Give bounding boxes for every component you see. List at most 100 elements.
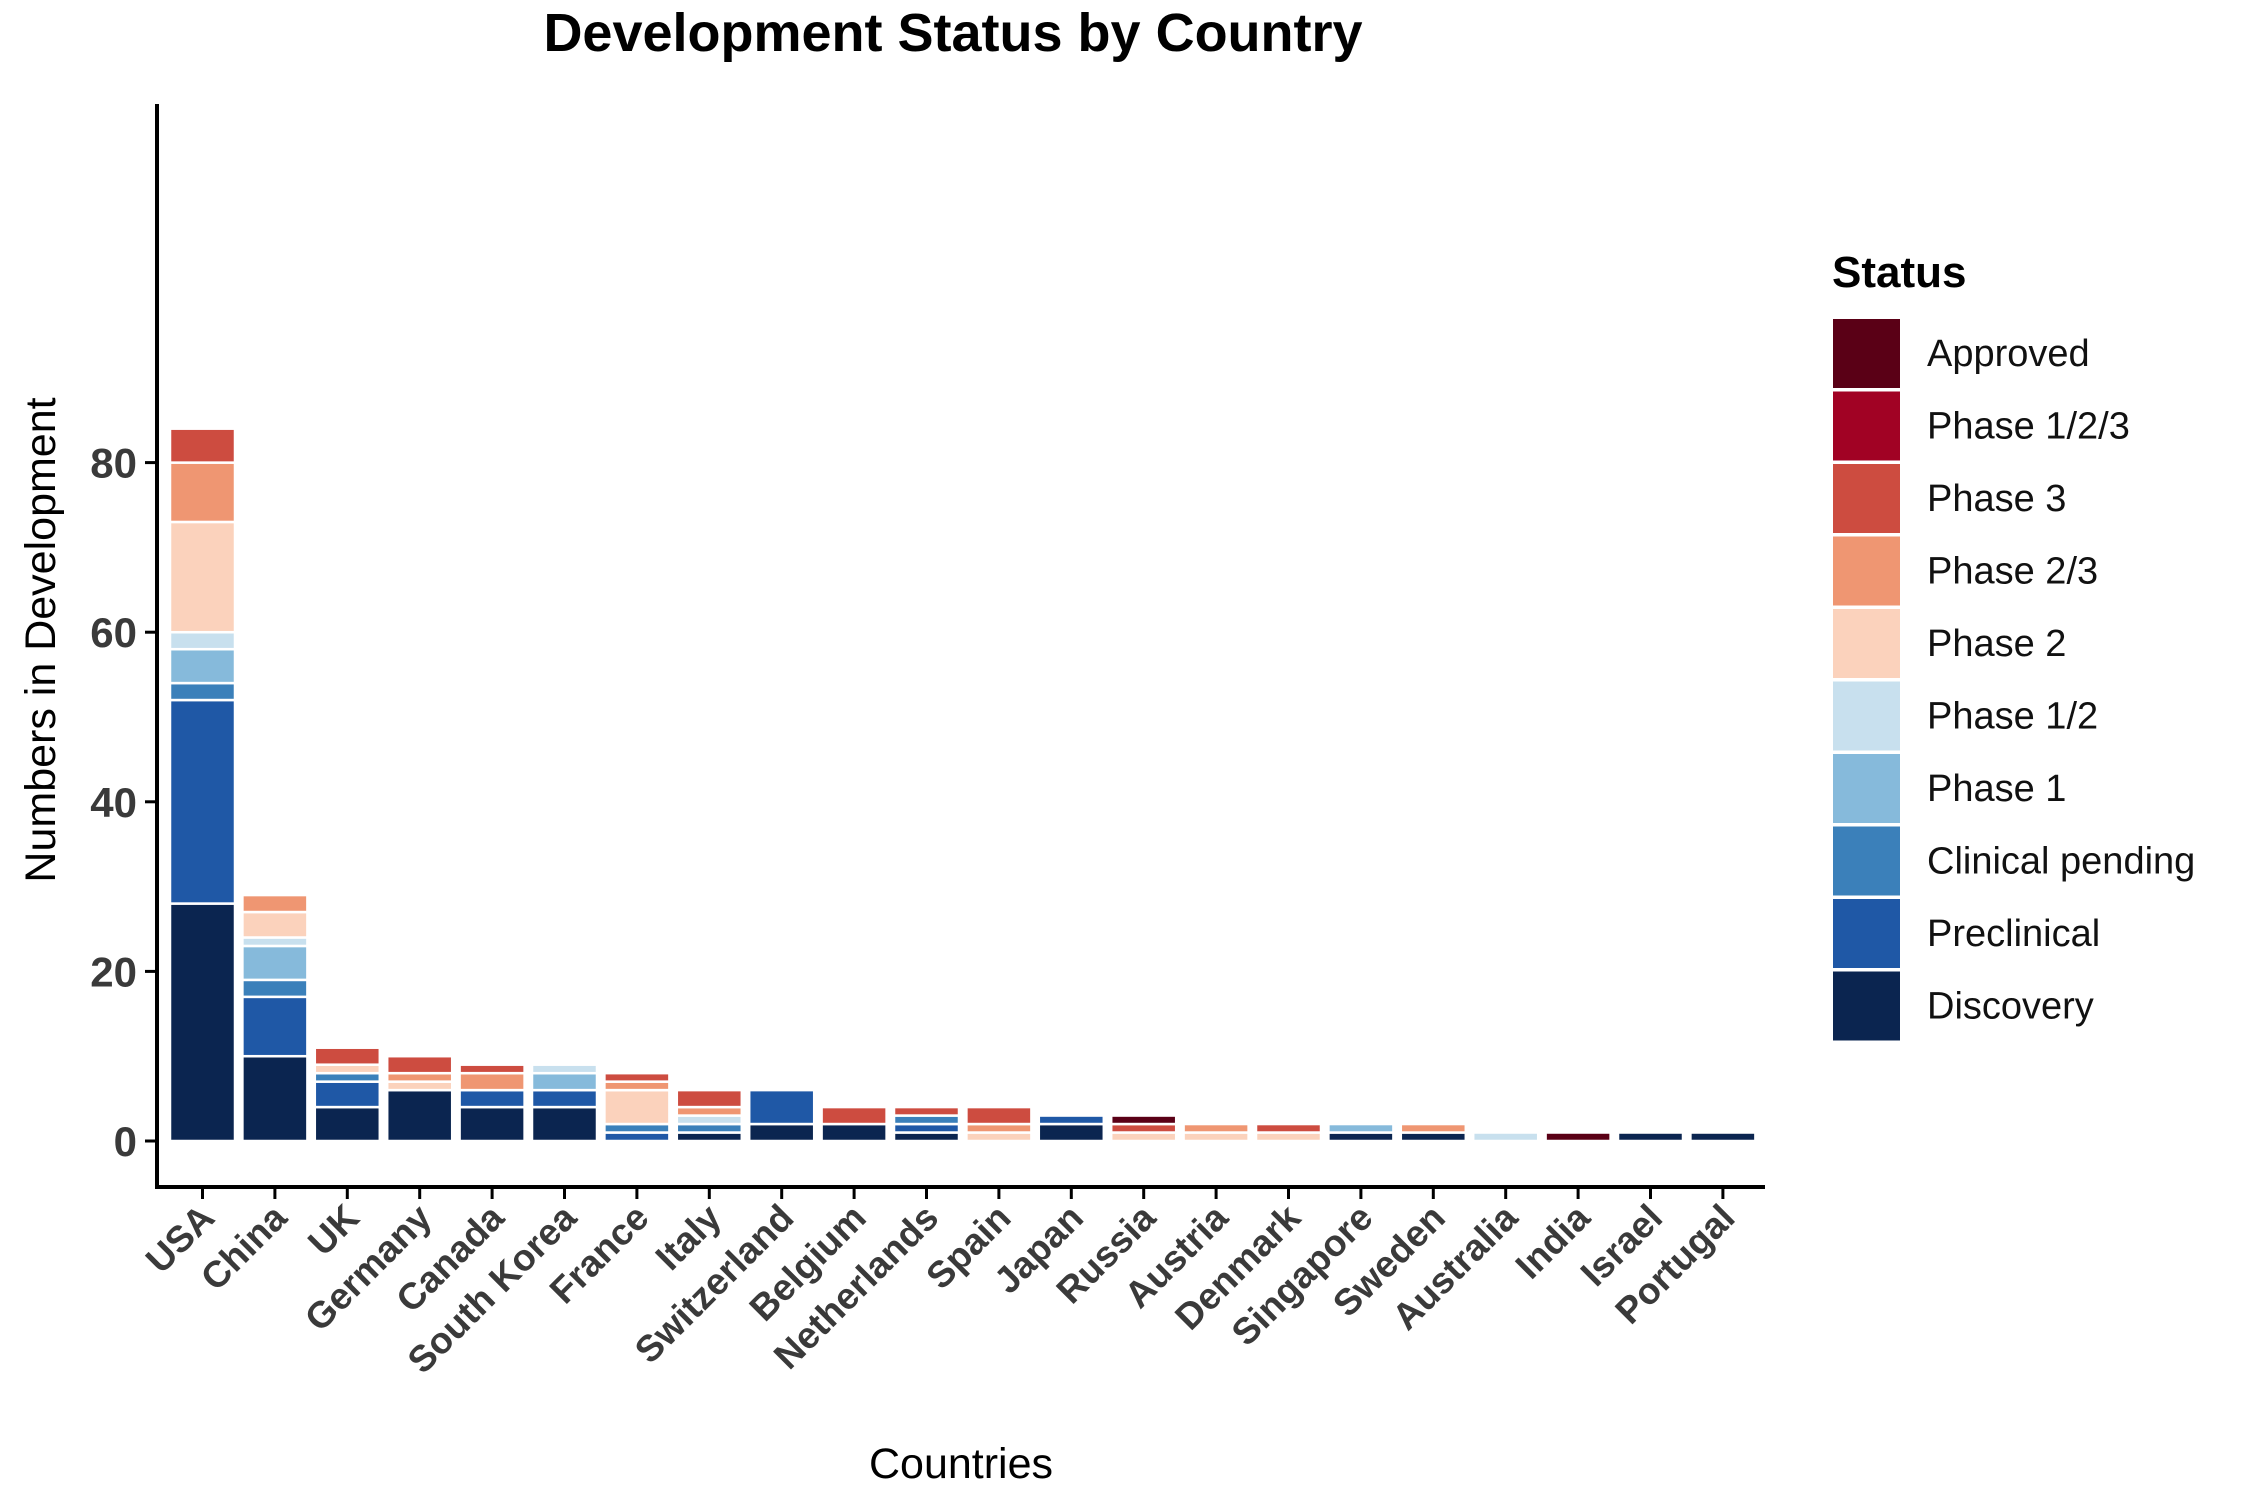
legend-label-discovery: Discovery bbox=[1927, 986, 2094, 1028]
bar-segment-china-discovery bbox=[241, 1054, 309, 1143]
bar-segment-germany-phase-2-3 bbox=[385, 1071, 454, 1083]
y-tick-label: 80 bbox=[90, 440, 137, 487]
legend-label-preclinical: Preclinical bbox=[1927, 913, 2100, 955]
legend-swatch-phase-2 bbox=[1833, 609, 1900, 678]
bar-segment-austria-phase-2-3 bbox=[1182, 1122, 1250, 1134]
y-axis-label: Numbers in Development bbox=[17, 397, 65, 882]
bar-segment-belgium-discovery bbox=[820, 1122, 888, 1143]
legend-swatch-discovery bbox=[1833, 971, 1900, 1041]
bar-segment-usa-phase-3 bbox=[168, 427, 237, 464]
bar-segment-uk-discovery bbox=[313, 1105, 382, 1143]
bar-segment-spain-phase-2 bbox=[965, 1131, 1033, 1143]
bar-segment-italy-clinical-pending bbox=[675, 1122, 744, 1134]
x-tick-label-china: China bbox=[193, 1196, 295, 1298]
bar-segment-china-preclinical bbox=[241, 995, 309, 1058]
bar-segment-denmark-phase-2 bbox=[1254, 1131, 1323, 1143]
bar-segment-canada-discovery bbox=[458, 1105, 526, 1143]
bar-segment-sweden-discovery bbox=[1399, 1131, 1468, 1143]
bar-segment-france-phase-3 bbox=[603, 1071, 671, 1083]
bar-segment-canada-phase-2-3 bbox=[458, 1071, 526, 1092]
bar-segment-china-phase-2 bbox=[241, 910, 309, 939]
legend-swatch-phase-3 bbox=[1833, 464, 1900, 533]
x-axis-label: Countries bbox=[869, 1440, 1053, 1488]
bar-segment-south-korea-phase-1-2 bbox=[530, 1063, 599, 1075]
bar-segment-usa-phase-2 bbox=[168, 520, 237, 634]
bar-segment-netherlands-preclinical bbox=[892, 1122, 961, 1134]
bar-segment-france-phase-2-3 bbox=[603, 1080, 671, 1092]
y-tick-label: 40 bbox=[90, 779, 137, 826]
legend: Status Approved Phase 1/2/3 Phase 3 Phase 2… bbox=[1832, 248, 2195, 1041]
bar-segment-russia-phase-2 bbox=[1109, 1131, 1178, 1143]
bar-segment-china-clinical-pending bbox=[241, 978, 309, 999]
bar-segment-spain-phase-3 bbox=[965, 1105, 1033, 1126]
bar-segment-singapore-discovery bbox=[1327, 1131, 1395, 1143]
legend-swatch-clinical-pending bbox=[1833, 826, 1900, 896]
legend-title: Status bbox=[1832, 248, 1966, 297]
y-tick-label: 0 bbox=[114, 1118, 137, 1165]
legend-label-clinical-pending: Clinical pending bbox=[1927, 841, 2195, 883]
bar-segment-south-korea-phase-1 bbox=[530, 1071, 599, 1092]
legend-label-phase-1: Phase 1 bbox=[1927, 768, 2066, 810]
bar-segment-singapore-phase-1 bbox=[1327, 1122, 1395, 1134]
bar-segment-south-korea-preclinical bbox=[530, 1088, 599, 1109]
bar-segment-austria-phase-2 bbox=[1182, 1131, 1250, 1143]
axes bbox=[155, 104, 1765, 1189]
bar-segment-usa-clinical-pending bbox=[168, 681, 237, 702]
bar-segment-uk-clinical-pending bbox=[313, 1071, 382, 1083]
legend-swatch-phase-1-2-3 bbox=[1833, 391, 1900, 461]
bar-segment-france-phase-2 bbox=[603, 1088, 671, 1126]
bar-segment-switzerland-preclinical bbox=[747, 1088, 816, 1126]
bar-segment-germany-phase-3 bbox=[385, 1054, 454, 1075]
bar-segment-italy-discovery bbox=[675, 1131, 744, 1143]
bar-segment-japan-preclinical bbox=[1037, 1114, 1106, 1126]
bar-segment-usa-discovery bbox=[168, 902, 237, 1143]
bar-segment-italy-phase-3 bbox=[675, 1088, 744, 1109]
bar-segment-china-phase-1 bbox=[241, 944, 309, 982]
bar-segment-israel-discovery bbox=[1616, 1131, 1685, 1143]
bar-segment-germany-phase-2 bbox=[385, 1080, 454, 1092]
bar-segment-india-approved bbox=[1544, 1131, 1612, 1143]
legend-swatch-phase-1 bbox=[1833, 754, 1900, 823]
legend-label-approved: Approved bbox=[1927, 333, 2090, 375]
legend-label-phase-1-2-3: Phase 1/2/3 bbox=[1927, 406, 2130, 448]
y-tick-label: 60 bbox=[90, 609, 137, 656]
legend-label-phase-2-3: Phase 2/3 bbox=[1927, 551, 2098, 593]
bar-segment-uk-phase-3 bbox=[313, 1046, 382, 1066]
legend-label-phase-1-2: Phase 1/2 bbox=[1927, 696, 2098, 738]
bar-segment-china-phase-1-2 bbox=[241, 936, 309, 948]
bar-segment-france-preclinical bbox=[603, 1131, 671, 1143]
bar-segment-italy-phase-1-2 bbox=[675, 1114, 744, 1126]
bar-segment-france-clinical-pending bbox=[603, 1122, 671, 1134]
bar-segment-netherlands-discovery bbox=[892, 1131, 961, 1143]
bar-segment-russia-phase-3 bbox=[1109, 1122, 1178, 1134]
bar-segment-portugal-discovery bbox=[1689, 1131, 1757, 1143]
bar-segment-switzerland-discovery bbox=[747, 1122, 816, 1143]
bar-segment-usa-phase-1 bbox=[168, 647, 237, 685]
chart-title: Development Status by Country bbox=[543, 3, 1362, 63]
bar-segment-usa-phase-2-3 bbox=[168, 461, 237, 524]
legend-swatch-phase-2-3 bbox=[1833, 536, 1900, 606]
bar-segment-australia-phase-1-2 bbox=[1471, 1131, 1540, 1143]
bar-segment-canada-phase-3 bbox=[458, 1063, 526, 1075]
bar-stacks bbox=[168, 427, 1757, 1143]
bar-segment-usa-phase-1-2 bbox=[168, 630, 237, 651]
bar-segment-china-phase-2-3 bbox=[241, 893, 309, 914]
bar-segment-russia-approved bbox=[1109, 1114, 1178, 1126]
legend-label-phase-3: Phase 3 bbox=[1927, 478, 2066, 520]
bar-segment-sweden-phase-2-3 bbox=[1399, 1122, 1468, 1134]
bar-segment-italy-phase-2-3 bbox=[675, 1105, 744, 1117]
legend-swatch-approved bbox=[1833, 319, 1900, 388]
legend-swatch-preclinical bbox=[1833, 899, 1900, 968]
bar-segment-japan-discovery bbox=[1037, 1122, 1106, 1143]
bar-segment-belgium-phase-3 bbox=[820, 1105, 888, 1126]
bar-segment-canada-preclinical bbox=[458, 1088, 526, 1109]
bar-segment-germany-discovery bbox=[385, 1088, 454, 1143]
bar-segment-netherlands-phase-3 bbox=[892, 1105, 961, 1117]
legend-label-phase-2: Phase 2 bbox=[1927, 623, 2066, 665]
bar-segment-uk-preclinical bbox=[313, 1080, 382, 1109]
bar-segment-spain-phase-2-3 bbox=[965, 1122, 1033, 1134]
bar-segment-usa-preclinical bbox=[168, 698, 237, 905]
legend-swatch-phase-1-2 bbox=[1833, 681, 1900, 751]
